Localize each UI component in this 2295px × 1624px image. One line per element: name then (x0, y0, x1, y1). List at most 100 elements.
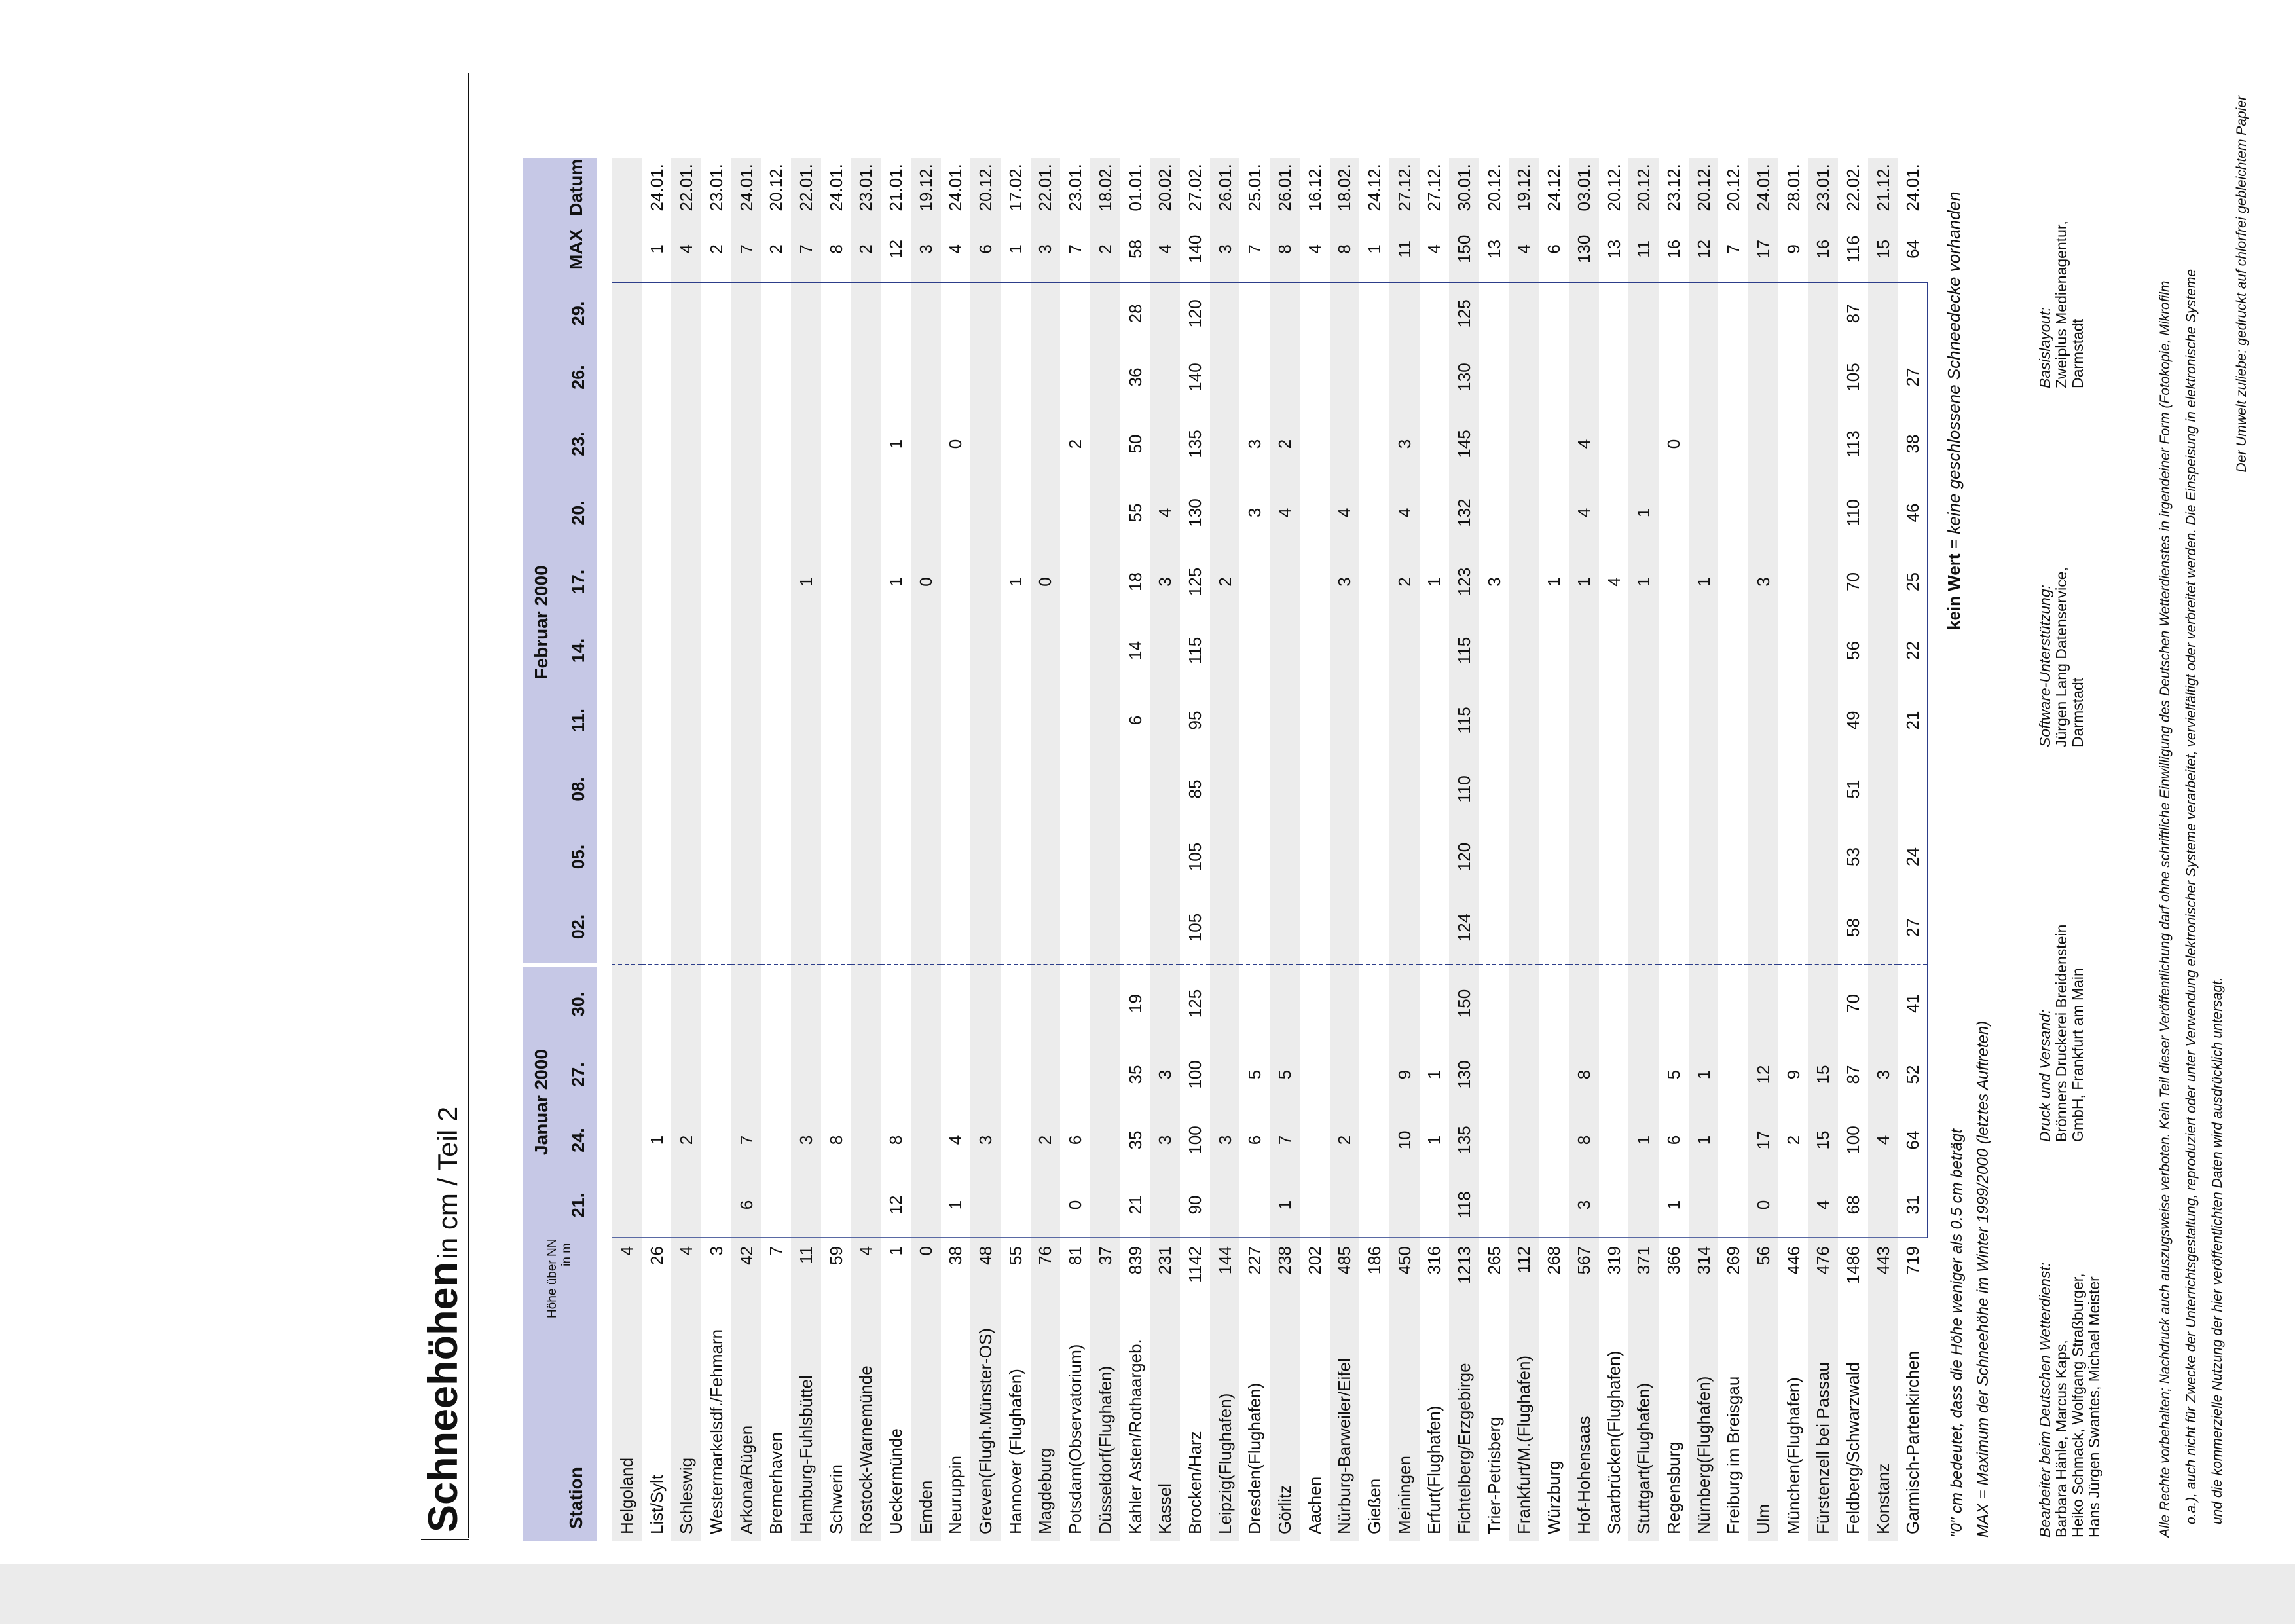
snow-depth: 135 (1449, 1107, 1479, 1173)
rotated-document: Schneehöhen in cm / Teil 2 Station Höhe … (417, 73, 2262, 1549)
station-height: 1 (886, 1246, 906, 1256)
snow-depth (1209, 891, 1240, 965)
snow-depth: 68 (1838, 1173, 1868, 1238)
height-header: Höhe über NN in m (523, 1238, 597, 1318)
max-value: 13 (1478, 216, 1509, 282)
station-name: Arkona/Rügen (731, 1318, 762, 1541)
snow-depth (910, 616, 941, 685)
snow-depth (1270, 684, 1300, 756)
snow-depth (970, 822, 1001, 891)
snow-depth (970, 964, 1001, 1042)
snow-depth (851, 409, 881, 478)
max-value: 2 (1090, 216, 1120, 282)
snow-depth (910, 1107, 941, 1173)
snow-depth: 22 (1898, 616, 1928, 685)
snow-depth (1239, 822, 1270, 891)
snow-depth (910, 755, 941, 822)
snow-depth (1060, 891, 1090, 965)
snow-depth: 3 (1150, 1107, 1181, 1173)
max-date: 23.01. (1808, 158, 1839, 217)
snow-depth (642, 685, 672, 756)
station-name: Hof-Hohensaas (1569, 1318, 1599, 1541)
snow-depth (821, 344, 851, 410)
max-date: 19.12. (1509, 158, 1539, 217)
max-value: 15 (1867, 216, 1898, 282)
snow-depth (701, 1107, 731, 1173)
snow-depth (1389, 964, 1420, 1042)
max-date: 23.12. (1663, 164, 1683, 212)
snow-depth (1420, 822, 1450, 891)
snow-depth (761, 410, 791, 478)
snow-depth (1389, 822, 1420, 891)
title-rule (468, 73, 469, 1538)
snow-depth (1778, 1173, 1808, 1238)
snow-depth (1209, 477, 1240, 547)
day-header: 05. (560, 822, 597, 891)
station-row: Arkona/Rügen 42 6 7 7 24.01. (731, 158, 762, 1541)
snow-depth (851, 1173, 881, 1238)
snow-depth (1359, 1042, 1389, 1107)
max-date: 22.01. (791, 158, 821, 217)
max-date: 27.02. (1184, 164, 1205, 212)
snow-depth (701, 410, 731, 478)
station-row: Frankfurt/M.(Flughafen) 112 4 19.12. (1509, 158, 1539, 1541)
max-value: 6 (1539, 216, 1569, 282)
snow-depth: 21 (1120, 1173, 1150, 1238)
snow-depth (1748, 409, 1778, 478)
station-name: Greven(Flugh.Münster-OS) (970, 1318, 1001, 1541)
snow-depth: 27 (1898, 344, 1928, 410)
snow-depth (612, 477, 642, 547)
station-height: 316 (1424, 1246, 1444, 1275)
snow-depth: 100 (1184, 1060, 1205, 1089)
max-value: 140 (1180, 216, 1210, 282)
snow-depth (1539, 1107, 1569, 1173)
snow-depth (881, 965, 911, 1042)
snow-depth (701, 282, 731, 344)
snow-depth (881, 478, 911, 547)
station-row: Fichtelberg/Erzgebirge 1213 118 135 130 150 12… (1449, 158, 1479, 1541)
snow-depth (1389, 755, 1420, 822)
snow-depth (821, 685, 851, 756)
station-name: Feldberg/Schwarzwald (1843, 1361, 1864, 1534)
day-header: 17. (560, 547, 597, 616)
snow-depth (910, 891, 941, 965)
footnote: MAX = Maximum der Schneehöhe im Winter 1… (1974, 1020, 1992, 1538)
station-height: 56 (1748, 1238, 1778, 1318)
station-row: List/Sylt 26 1 1 24.01. (641, 158, 672, 1541)
snow-depth (1150, 1173, 1181, 1238)
snow-depth (1569, 344, 1599, 410)
snow-depth (881, 616, 911, 685)
snow-depth: 1 (1424, 1069, 1444, 1080)
snow-depth (1030, 344, 1061, 410)
snow-depth (731, 409, 762, 478)
snow-depth (761, 965, 791, 1042)
snow-depth (1329, 964, 1360, 1042)
max-value: 12 (1688, 216, 1719, 282)
snow-depth (910, 1173, 941, 1238)
station-height: 567 (1569, 1238, 1599, 1318)
max-value: 2 (701, 216, 731, 282)
snow-depth (1270, 616, 1300, 685)
snow-depth: 1 (886, 577, 906, 587)
snow-depth (1867, 547, 1898, 616)
snow-depth: 1 (1424, 577, 1444, 587)
station-height: 319 (1604, 1246, 1624, 1275)
snow-depth (1509, 1042, 1539, 1107)
snow-depth: 5 (1270, 1042, 1300, 1107)
day-header: 23. (560, 409, 597, 478)
station-name: Ueckermünde (886, 1428, 906, 1534)
snow-depth (1509, 344, 1539, 410)
snow-depth (1060, 1042, 1090, 1107)
snow-depth (1150, 684, 1181, 756)
snow-depth (1808, 684, 1839, 756)
snow-depth: 27 (1898, 891, 1928, 965)
credit-line: Zweiplus Medienagentur, (2053, 221, 2070, 388)
snow-depth (1808, 477, 1839, 547)
snow-depth (881, 344, 911, 410)
snow-depth: 52 (1898, 1042, 1928, 1107)
max-date: 22.01. (1030, 158, 1061, 217)
snow-depth: 1 (1688, 1042, 1719, 1107)
snow-depth (970, 282, 1001, 344)
max-date: 20.12. (1604, 164, 1624, 212)
snow-depth: 25 (1898, 547, 1928, 616)
